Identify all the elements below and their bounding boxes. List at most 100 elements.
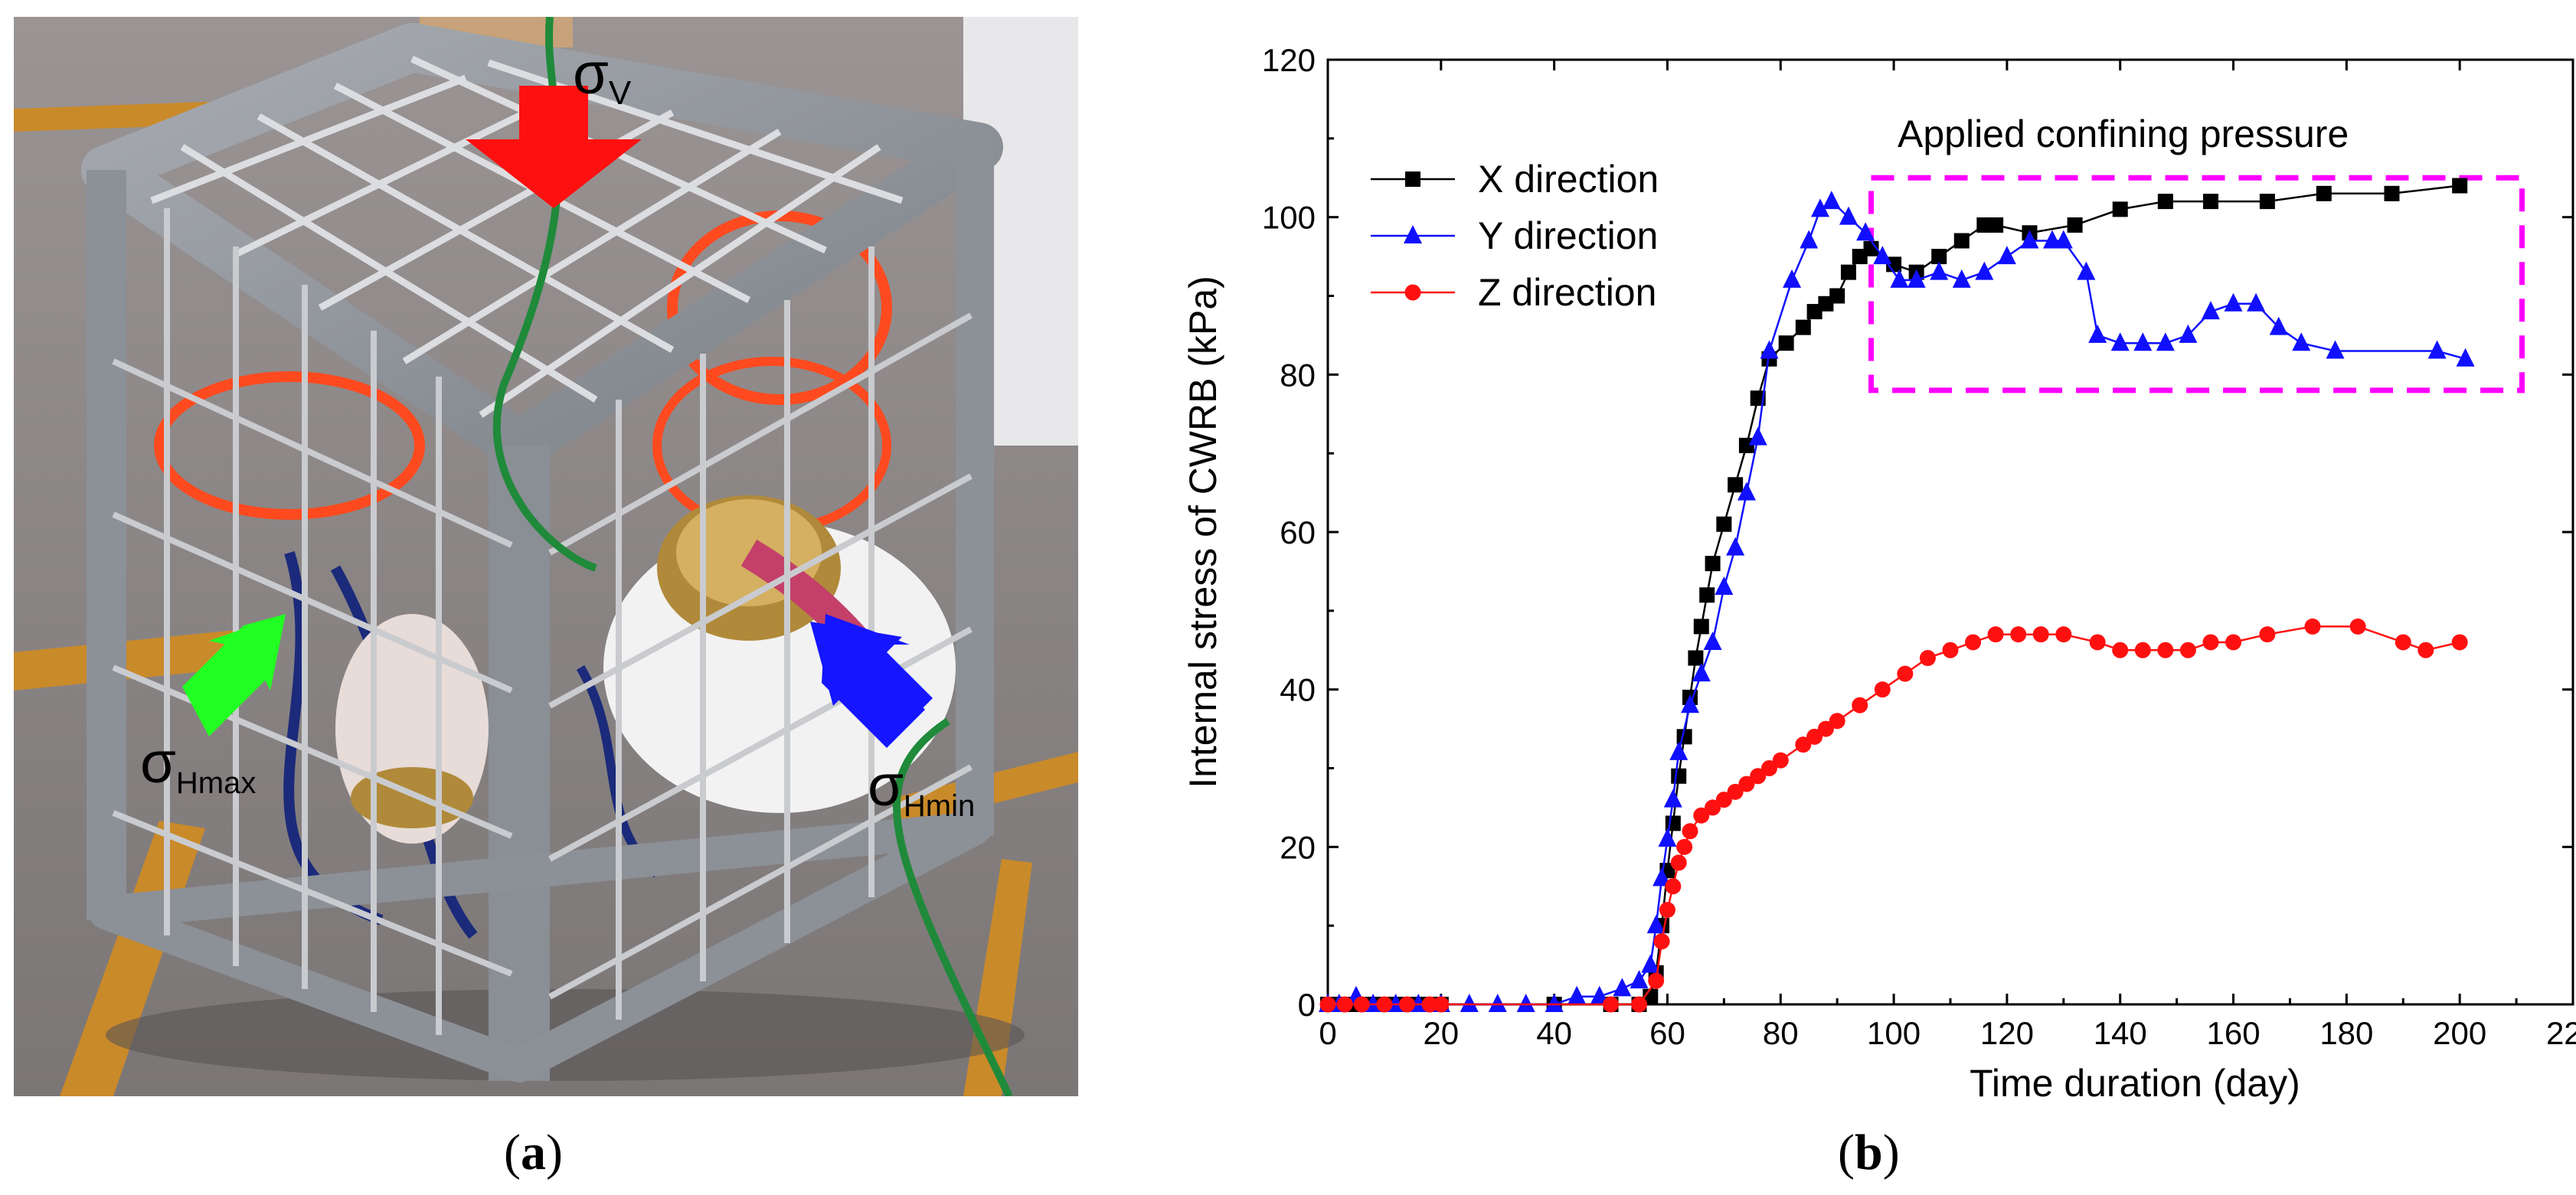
data-point	[1727, 783, 1744, 800]
data-point	[1676, 838, 1693, 855]
data-point	[2349, 618, 2366, 635]
data-point	[1997, 246, 2016, 265]
data-point	[1975, 261, 1994, 280]
data-point	[1873, 246, 1892, 265]
data-point	[1376, 996, 1393, 1013]
data-point	[1822, 191, 1841, 210]
data-point	[2384, 185, 2400, 201]
data-point	[1716, 516, 1732, 532]
data-point	[1433, 996, 1450, 1013]
data-point	[1728, 477, 1744, 493]
data-point	[1942, 642, 1959, 658]
data-point	[1952, 269, 1971, 288]
data-point	[2269, 316, 2288, 335]
data-point	[1676, 729, 1692, 745]
y-tick-label: 120	[1262, 42, 1316, 78]
data-point	[2088, 324, 2107, 343]
right-face-grid	[548, 247, 973, 1020]
data-point	[1421, 996, 1438, 1013]
data-point	[1965, 634, 1982, 651]
data-point	[1568, 985, 1587, 1004]
sigma-v-label: σV	[573, 41, 632, 112]
plot-frame	[1326, 58, 2574, 1006]
x-tick-label: 100	[1867, 1015, 1921, 1051]
data-point	[1795, 319, 1811, 335]
x-tick-label: 220	[2546, 1015, 2576, 1051]
y-tick-label: 80	[1280, 357, 1316, 393]
data-point	[1738, 775, 1755, 792]
cage-bottom-frame	[89, 811, 992, 1082]
panel-b-caption: (b)	[1838, 1125, 1900, 1180]
data-point	[1665, 815, 1681, 831]
panel-a-caption: (a)	[504, 1125, 563, 1180]
data-point	[1646, 915, 1666, 934]
data-point	[1919, 650, 1936, 667]
data-point	[2067, 217, 2083, 233]
left-face-grid	[112, 208, 513, 1035]
data-point	[1806, 728, 1823, 745]
data-point	[2417, 642, 2434, 658]
legend-label: Z direction	[1478, 271, 1656, 314]
sigma-hmin-arrow-body	[810, 622, 933, 736]
cage-pillar	[489, 446, 550, 1081]
data-point	[1460, 994, 1479, 1012]
data-point	[1631, 996, 1647, 1013]
data-point	[2157, 642, 2174, 658]
data-point	[1630, 970, 1649, 989]
data-point	[2202, 194, 2218, 210]
data-point	[1703, 631, 1722, 650]
data-point	[2179, 324, 2198, 343]
data-point	[1856, 222, 1875, 241]
data-point	[1829, 713, 1845, 730]
data-point	[2225, 634, 2242, 651]
data-point	[2055, 626, 2072, 643]
data-point	[1613, 978, 1632, 997]
data-point	[1931, 249, 1947, 265]
x-tick-label: 20	[1423, 1015, 1459, 1051]
data-point	[2156, 332, 2175, 351]
data-point	[1811, 198, 1830, 217]
legend-marker	[1405, 171, 1420, 187]
data-point	[2427, 340, 2447, 359]
stress-chart: 0 20 40 60 80 100 120 140 160 180 200 220 0 20 40 60 80 1…	[1182, 42, 2576, 1105]
plot-area: 0 20 40 60 80 100 120 140 160 180 200 220 0 20 40 60 80 1…	[1262, 42, 2576, 1051]
data-point	[2054, 230, 2073, 249]
data-point	[2452, 178, 2468, 194]
data-point	[2112, 642, 2129, 658]
data-point	[1800, 230, 1819, 249]
data-point	[1692, 663, 1711, 682]
data-point	[1750, 768, 1767, 785]
data-point	[1829, 288, 1845, 304]
data-point	[2292, 332, 2311, 351]
data-point	[2077, 261, 2096, 280]
x-tick-label: 160	[2207, 1015, 2261, 1051]
data-point	[1988, 217, 2004, 233]
data-point	[1545, 994, 1564, 1012]
annotation-box	[1868, 175, 2525, 393]
data-point	[2202, 634, 2219, 651]
y-tick-label: 0	[1298, 987, 1316, 1023]
data-point	[1681, 694, 1700, 713]
sigma-hmax-label: σHmax	[140, 730, 256, 800]
data-point	[2112, 201, 2128, 217]
data-point	[1930, 261, 1949, 280]
legend-marker	[1404, 225, 1422, 243]
data-point	[1705, 556, 1721, 572]
data-point	[2010, 626, 2027, 643]
y-tick-label: 60	[1280, 514, 1316, 550]
data-point	[2110, 332, 2130, 351]
data-point	[1890, 269, 1909, 288]
x-tick-label: 60	[1649, 1015, 1685, 1051]
legend-marker	[1404, 284, 1421, 301]
data-point	[1688, 650, 1704, 666]
data-point	[1987, 626, 2004, 643]
annotation-label: Applied confining pressure	[1898, 113, 2349, 155]
sigma-hmin-label: σHmin	[868, 753, 975, 823]
data-point	[1783, 269, 1802, 288]
floor-tape	[14, 629, 244, 691]
data-point	[1897, 665, 1914, 682]
data-point	[1760, 760, 1777, 776]
chart-panel: 0 20 40 60 80 100 120 140 160 180 200 220 0 20 40 60 80 1…	[1149, 15, 2576, 1110]
data-point	[1648, 972, 1665, 989]
x-tick-label: 40	[1536, 1015, 1572, 1051]
